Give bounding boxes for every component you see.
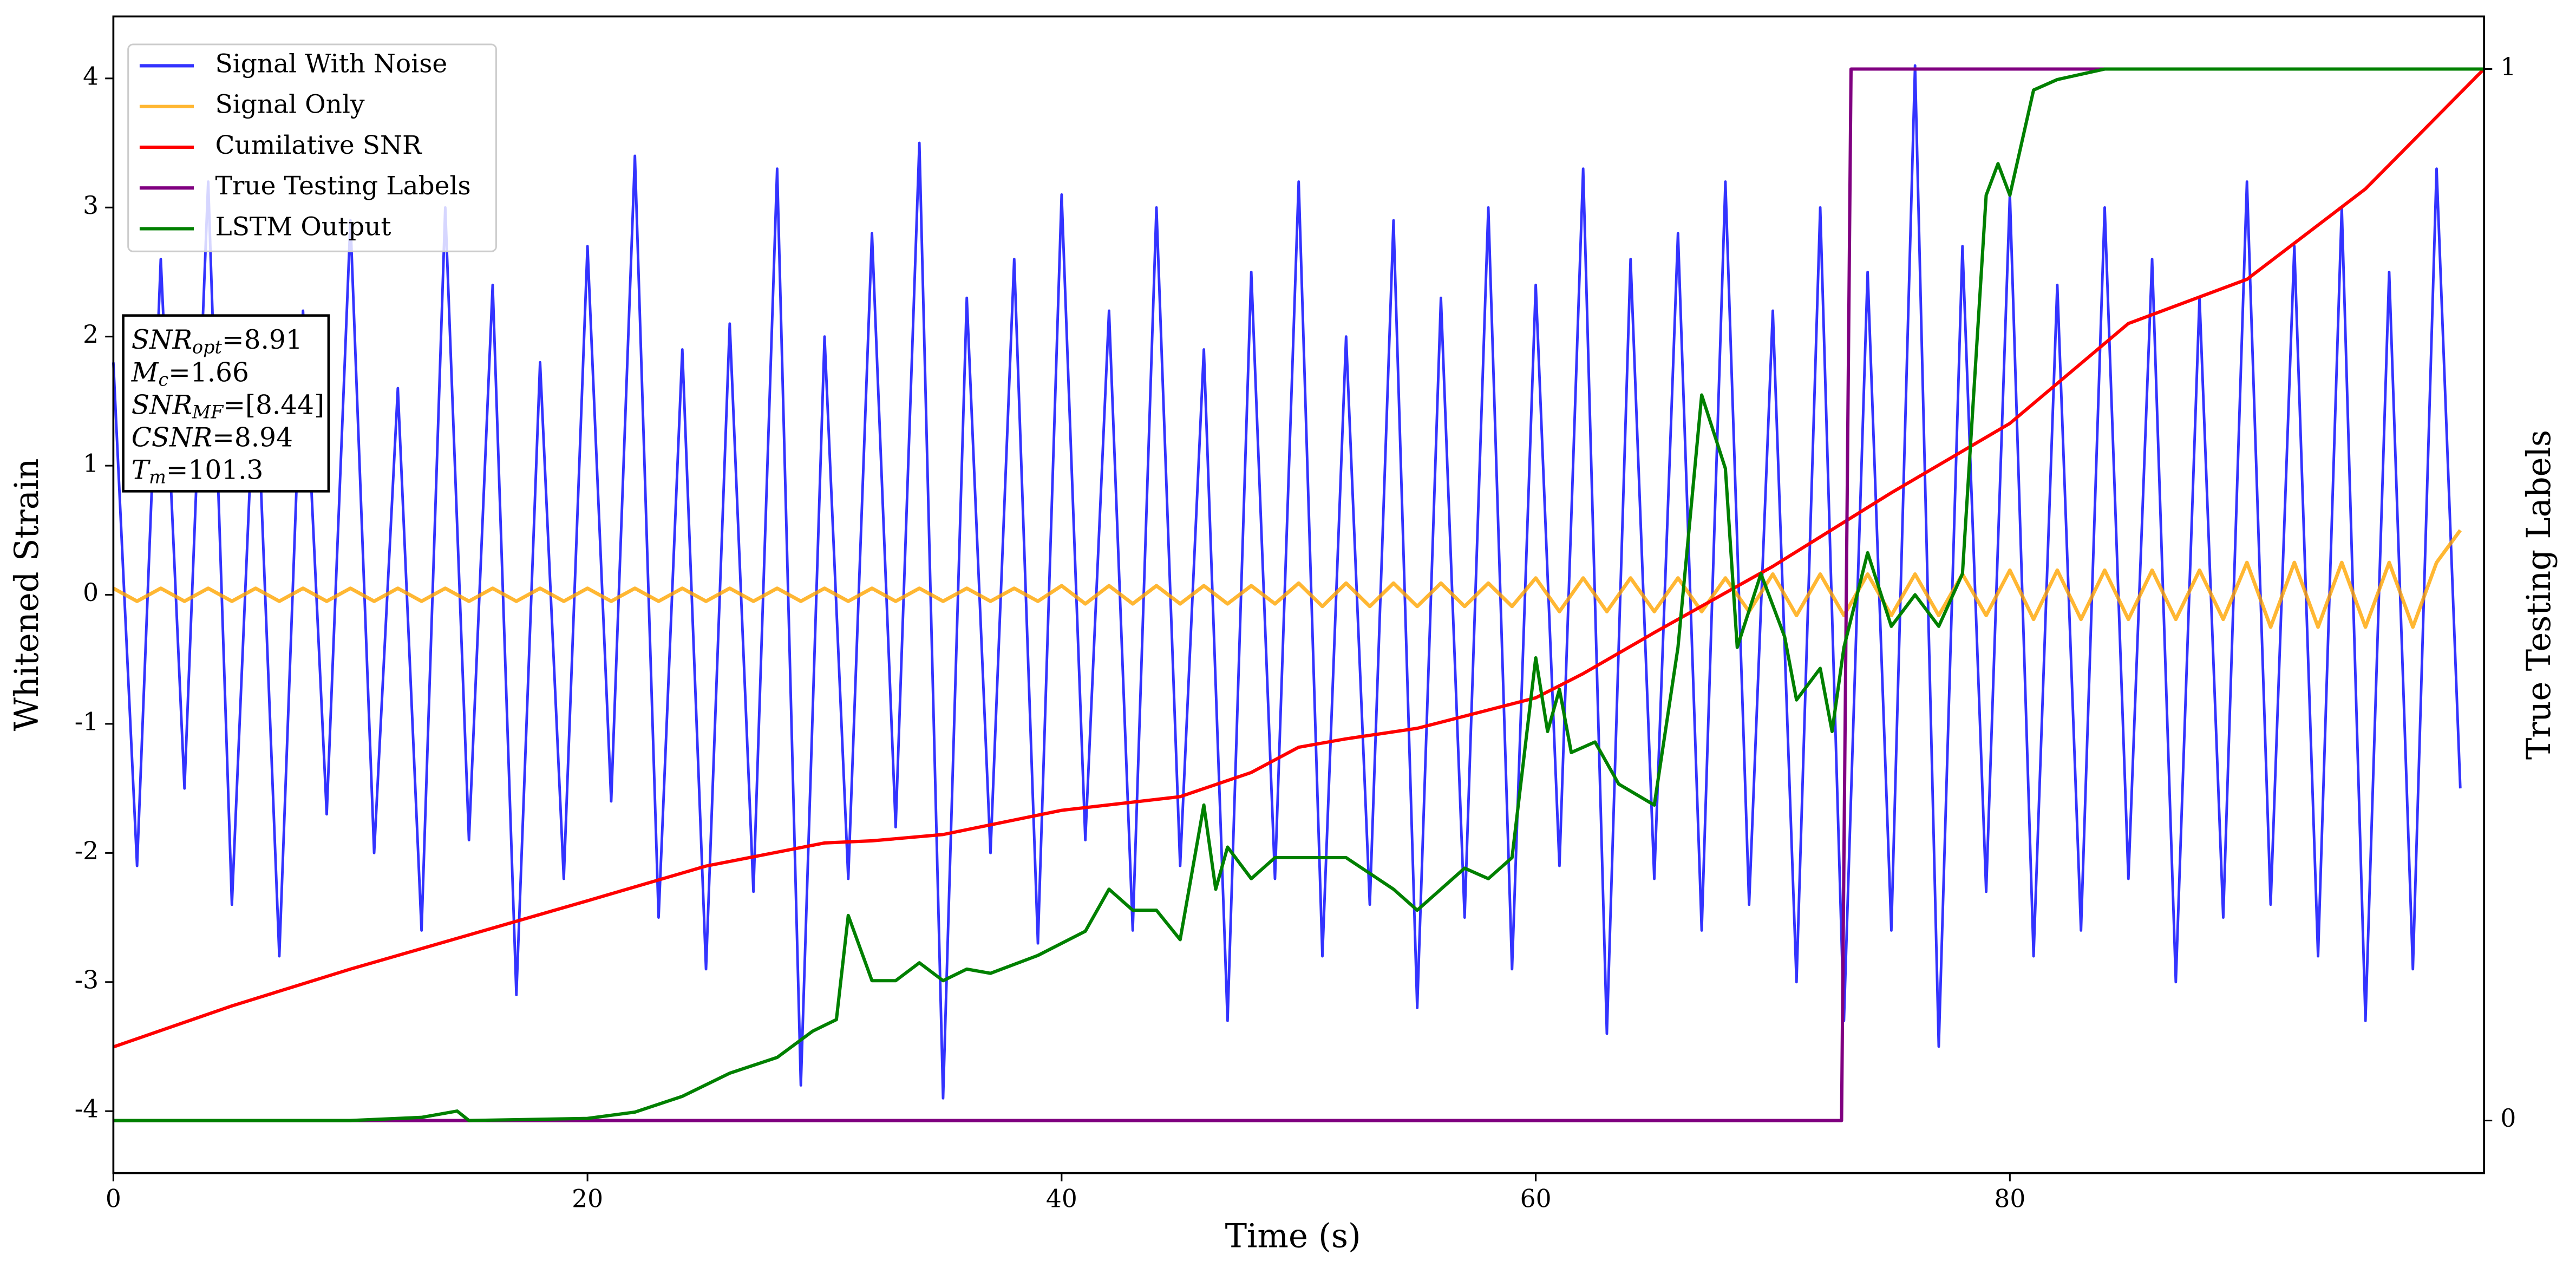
legend-label: Cumilative SNR [215,130,423,160]
y2-tick-label: 1 [2500,53,2516,81]
series-line [113,67,2485,1122]
legend-label: Signal With Noise [215,49,448,79]
annotation-value: =101.3 [166,455,264,485]
x-tick-label: 20 [572,1185,603,1213]
y-tick-label: 2 [83,320,99,349]
x-tick-label: 80 [1994,1185,2025,1213]
annotation-subscript: c [158,369,168,390]
legend-label: Signal Only [215,90,365,120]
series-line [113,68,2486,1049]
y-tick-label: -2 [75,837,99,865]
legend-label: LSTM Output [215,212,391,241]
y2-axis-label: True Testing Labels [2520,430,2558,760]
y-tick-label: 3 [83,191,99,220]
annotation-subscript: opt [192,336,222,357]
legend-box [127,43,497,252]
annotation: SNRMF=[8.44] [132,390,324,423]
y-tick-label: -1 [75,707,99,736]
annotation-value: =1.66 [168,357,249,388]
annotation-name: SNR [132,390,192,420]
annotation-box: SNRopt=8.91Mc=1.66SNRMF=[8.44]CSNR=8.94T… [122,314,330,493]
annotation-name: CSNR [132,422,212,453]
plot-area [112,64,2486,1122]
annotation-subscript: MF [192,402,224,423]
annotation: Mc=1.66 [131,357,249,390]
annotation: Tm=101.3 [132,455,264,488]
y-tick-label: -3 [75,965,99,994]
annotation-value: =8.91 [222,325,303,355]
y-tick-label: 4 [83,62,99,90]
annotation-subscript: m [149,467,166,488]
x-axis-label: Time (s) [1225,1218,1361,1256]
annotation-name: SNR [132,325,192,355]
series-line [112,64,2462,1100]
y2-tick-label: 0 [2500,1104,2516,1133]
legend-label: True Testing Labels [215,171,471,201]
annotation: SNRopt=8.91 [132,325,303,358]
x-tick-label: 0 [106,1185,121,1213]
series-line [112,529,2462,629]
annotation-frame [122,314,330,493]
annotation-name: M [131,357,159,388]
y-tick-label: -4 [75,1095,99,1123]
annotation-value: =[8.44] [223,390,324,420]
annotation-name: T [132,455,151,485]
x-tick-label: 40 [1046,1185,1077,1213]
y-axis-label: Whitened Strain [8,459,46,731]
y-tick-label: 0 [83,578,99,607]
legend: Signal With Noise Signal Only Cumilative S… [127,43,497,252]
annotation: CSNR=8.94 [132,422,293,453]
y-tick-label: 1 [83,449,99,478]
annotation-value: =8.94 [212,422,293,453]
x-tick-label: 60 [1520,1185,1552,1213]
